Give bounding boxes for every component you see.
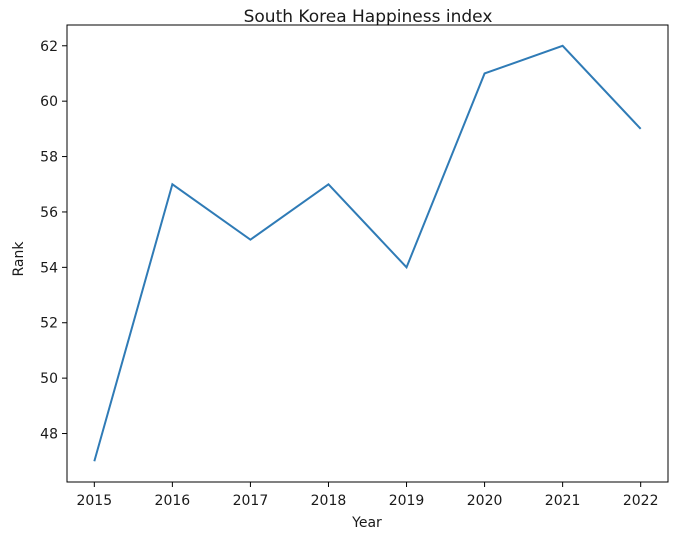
data-point [171,183,174,186]
plot-area-frame [66,24,669,483]
x-tick-label: 2015 [76,493,112,509]
y-tick-label: 56 [40,205,58,221]
x-tick-label: 2022 [623,493,659,509]
chart-title: South Korea Happiness index [244,7,493,27]
data-point [93,460,96,463]
x-tick-label: 2020 [467,493,503,509]
x-tick-label: 2021 [545,493,581,509]
y-axis: 48 50 52 54 56 58 60 62 [40,39,67,443]
x-tick-label: 2017 [233,493,269,509]
y-tick-label: 48 [40,427,58,443]
x-tick-label: 2016 [155,493,191,509]
x-axis-title: Year [351,515,382,531]
data-point [327,183,330,186]
series-line [93,44,642,462]
y-tick-label: 52 [40,316,58,332]
x-tick-label: 2018 [311,493,347,509]
data-point [639,127,642,130]
x-tick-label: 2019 [389,493,425,509]
y-axis-title: Rank [11,241,27,277]
data-point [405,266,408,269]
data-point [483,72,486,75]
y-tick-label: 60 [40,94,58,110]
y-tick-label: 50 [40,371,58,387]
data-point [561,44,564,47]
y-tick-label: 54 [40,260,58,276]
y-tick-label: 58 [40,150,58,166]
x-axis: 2015 2016 2017 2018 2019 2020 2021 2022 [76,482,659,509]
y-tick-label: 62 [40,39,58,55]
data-point [249,238,252,241]
series-layer [93,44,642,462]
